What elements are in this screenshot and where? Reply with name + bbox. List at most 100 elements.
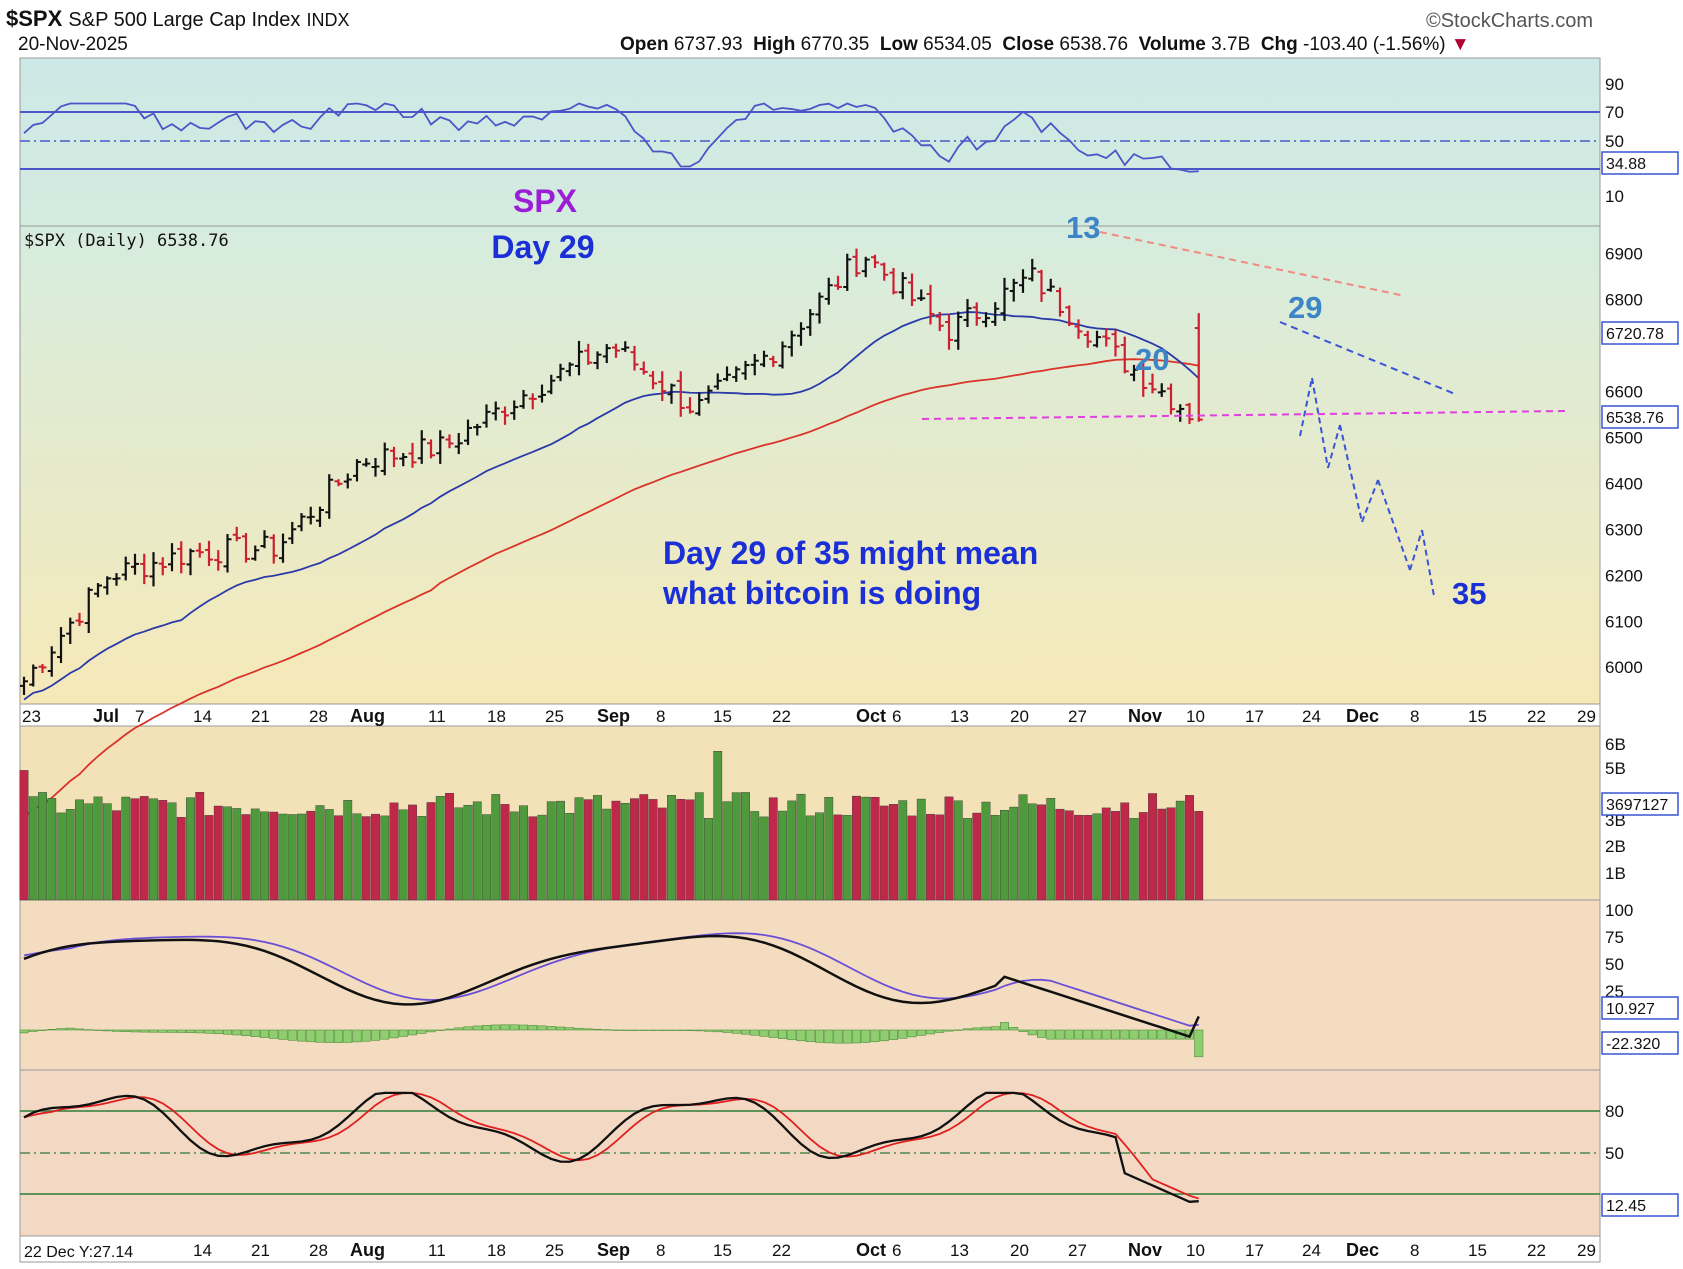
volume-bar bbox=[1129, 818, 1139, 901]
macd-hist-bar bbox=[426, 1029, 436, 1033]
x-tick-label: 15 bbox=[713, 707, 732, 726]
volume-bar bbox=[232, 808, 242, 901]
volume-bar bbox=[842, 815, 852, 901]
macd-hist-bar bbox=[232, 1029, 242, 1036]
volume-bars bbox=[19, 751, 1204, 901]
volume-bar bbox=[1018, 794, 1028, 901]
projection-dash bbox=[1409, 529, 1423, 571]
macd-hist-bar bbox=[333, 1029, 343, 1043]
volume-bar bbox=[75, 799, 84, 901]
price-bars bbox=[20, 248, 1203, 695]
macd-hist-bar bbox=[833, 1029, 843, 1044]
value-badges: 34.88 6720.78 6538.76 3697127 10.927 -22.320 1… bbox=[1601, 151, 1679, 1217]
macd-hist-bar bbox=[925, 1029, 935, 1035]
volume-bar bbox=[472, 801, 482, 901]
price-legend: $SPX (Daily) 6538.76 bbox=[24, 231, 229, 251]
macd-hist-bar bbox=[287, 1029, 297, 1041]
volume-bar bbox=[297, 813, 306, 901]
macd-hist-bar bbox=[870, 1029, 880, 1043]
macd-hist-bar bbox=[167, 1029, 177, 1033]
brand-link[interactable]: ©StockCharts.com bbox=[1425, 10, 1593, 32]
macd-hist-bar bbox=[796, 1029, 806, 1042]
macd-hist-bar bbox=[454, 1027, 464, 1031]
volume-bar bbox=[1055, 808, 1065, 901]
macd-hist-bar bbox=[195, 1029, 205, 1034]
volume-bar bbox=[704, 818, 713, 901]
macd-hist-bar bbox=[1148, 1029, 1158, 1040]
macd-hist-bar bbox=[500, 1024, 510, 1031]
macd-hist-bar bbox=[713, 1029, 723, 1033]
volume-bar bbox=[269, 811, 279, 901]
stoch-tick-label: 50 bbox=[1605, 1144, 1624, 1163]
macd-hist-bar bbox=[555, 1026, 565, 1031]
ma-badge-box bbox=[1601, 321, 1679, 345]
volume-bar bbox=[1138, 812, 1148, 901]
bottom-x-tick-label: 13 bbox=[950, 1241, 969, 1260]
volume-bar bbox=[223, 806, 232, 901]
macd-hist-bar bbox=[916, 1029, 926, 1036]
macd-hist-bar bbox=[962, 1028, 972, 1031]
macd-hist-bar bbox=[814, 1029, 824, 1043]
macd-hist-bar bbox=[861, 1029, 871, 1043]
projection-dash bbox=[1327, 424, 1341, 469]
volume-bar bbox=[528, 816, 538, 901]
volume-bar bbox=[500, 804, 510, 901]
volume-bar bbox=[241, 814, 251, 901]
macd-line bbox=[23, 934, 1200, 1039]
bottom-x-tick-label: Dec bbox=[1346, 1240, 1379, 1260]
volume-bar bbox=[750, 811, 760, 901]
macd-hist-bar bbox=[1194, 1029, 1204, 1058]
macd-hist-bar bbox=[417, 1029, 427, 1034]
volume-bar bbox=[1120, 802, 1130, 901]
volume-bar bbox=[186, 797, 195, 901]
price-tick-label: 6600 bbox=[1605, 382, 1643, 401]
volume-bar bbox=[768, 797, 778, 901]
volume-bar bbox=[389, 802, 399, 901]
volume-bar bbox=[463, 804, 473, 901]
volume-bar bbox=[574, 797, 584, 901]
macd-hist-bar bbox=[84, 1029, 94, 1031]
volume-bar bbox=[1046, 798, 1056, 901]
x-tick-label: 18 bbox=[487, 707, 506, 726]
bottom-x-tick-label: 24 bbox=[1302, 1241, 1321, 1260]
projection-dash bbox=[1361, 479, 1379, 523]
macd-hist-bar bbox=[361, 1029, 371, 1042]
projection-dash bbox=[1377, 479, 1411, 571]
rsi-badge-box bbox=[1601, 151, 1679, 175]
bottom-x-tick-label: 27 bbox=[1068, 1241, 1087, 1260]
macd-hist-bar bbox=[740, 1029, 750, 1035]
volume-bar bbox=[167, 802, 177, 901]
volume-bar bbox=[824, 797, 834, 901]
volume-bar bbox=[565, 813, 575, 901]
x-tick-label: Jul bbox=[93, 706, 119, 726]
macd-hist-bar bbox=[842, 1029, 852, 1044]
price-tick-label: 6000 bbox=[1605, 658, 1643, 677]
macd-hist-bar bbox=[389, 1029, 399, 1039]
index-name: S&P 500 Large Cap Index bbox=[68, 9, 301, 31]
volume-bar bbox=[926, 813, 935, 901]
volume-bar bbox=[445, 793, 454, 901]
volume-bar bbox=[657, 807, 667, 901]
volume-bar bbox=[963, 818, 972, 901]
macd-hist-bar bbox=[537, 1025, 547, 1031]
macd-hist-bar bbox=[269, 1029, 279, 1039]
volume-bar bbox=[537, 814, 547, 901]
stoch-badge-box bbox=[1601, 1193, 1679, 1217]
bottom-x-tick-label: 22 bbox=[1527, 1241, 1546, 1260]
volume-bar bbox=[667, 795, 676, 901]
volume-bar bbox=[287, 814, 297, 901]
x-tick-label: 28 bbox=[309, 707, 328, 726]
stoch-k-line bbox=[23, 1091, 1199, 1203]
bottom-x-tick-label: 8 bbox=[656, 1241, 665, 1260]
macd-hist-bar bbox=[1138, 1029, 1148, 1040]
volume-bar bbox=[1166, 807, 1176, 901]
volume-bar bbox=[1111, 811, 1120, 901]
macd-hist-bar bbox=[805, 1029, 815, 1042]
volume-bar bbox=[204, 815, 214, 901]
macd-hist-bar bbox=[1046, 1029, 1056, 1040]
macd-hist-bar bbox=[324, 1029, 334, 1043]
bottom-x-tick-label: 14 bbox=[193, 1241, 212, 1260]
volume-bar bbox=[454, 807, 464, 901]
volume-bar bbox=[158, 800, 168, 901]
macd-hist-bar bbox=[343, 1029, 353, 1043]
